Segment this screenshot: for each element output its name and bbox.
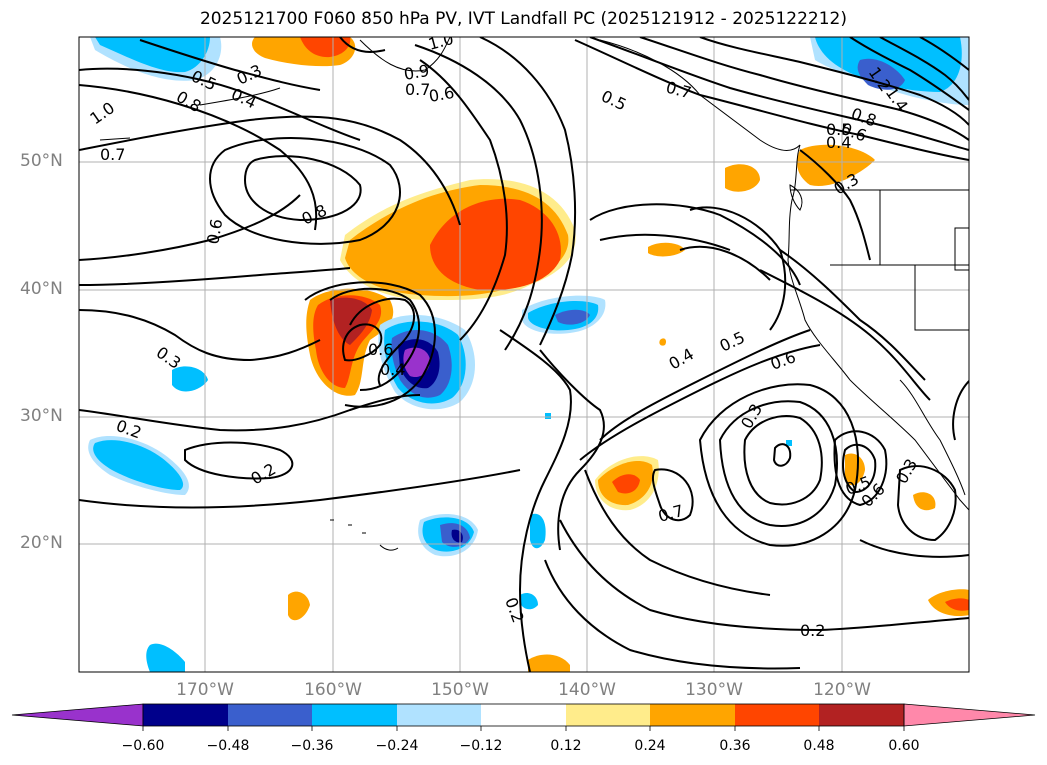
- colorbar-tick-label: −0.48: [206, 738, 250, 754]
- colorbar-segment: [143, 704, 228, 726]
- contour-label: 0.5: [826, 120, 851, 139]
- contour-label: 0.6: [427, 83, 455, 106]
- contour-label: 0.4: [666, 344, 698, 373]
- lat-label-30n: 30°N: [20, 406, 63, 426]
- contour-label: 0.6: [368, 340, 393, 359]
- colorbar-segment: [312, 704, 397, 726]
- contour-label: 0.5: [717, 328, 748, 356]
- colorbar-ticks: [142, 726, 905, 731]
- contour-label: 0.3: [892, 455, 921, 487]
- colorbar-tick-label: −0.60: [121, 738, 165, 754]
- colorbar-tick-label: 0.48: [803, 738, 835, 754]
- lon-label-120w: 120°W: [813, 680, 871, 700]
- colorbar-segment: [650, 704, 735, 726]
- colorbar-extend-min: [11, 703, 144, 727]
- lon-label-150w: 150°W: [431, 680, 489, 700]
- contour-label: 0.9: [402, 61, 430, 84]
- colorbar-tick-label: −0.12: [459, 738, 503, 754]
- contour-label: 0.7: [664, 78, 694, 103]
- coastlines: [99, 37, 969, 551]
- colorbar-segment: [397, 704, 481, 726]
- lon-label-140w: 140°W: [558, 680, 616, 700]
- contour-label: 0.2: [800, 621, 825, 640]
- colorbar-segment: [566, 704, 650, 726]
- colorbar-segment: [819, 704, 904, 726]
- contour-label: 1.0: [86, 98, 118, 128]
- lon-label-160w: 160°W: [304, 680, 362, 700]
- colorbar-tick-label: 0.12: [550, 738, 582, 754]
- colorbar-segment: [228, 704, 312, 726]
- lat-label-20n: 20°N: [20, 533, 63, 553]
- contour-label: 0.8: [299, 201, 330, 229]
- colorbar-tick-label: 0.36: [719, 738, 751, 754]
- lon-label-170w: 170°W: [176, 680, 234, 700]
- colorbar-frame: [142, 703, 905, 727]
- colorbar: [11, 703, 1036, 731]
- positive-anomaly-shading: [252, 37, 969, 672]
- contour-label: 0.6: [203, 217, 226, 245]
- lat-label-40n: 40°N: [20, 279, 63, 299]
- contour-label: 0.2: [248, 459, 280, 488]
- colorbar-tick-label: −0.24: [375, 738, 419, 754]
- plot-frame: [78, 36, 970, 673]
- contour-label: 0.4: [826, 133, 851, 152]
- contour-lines: [79, 37, 969, 672]
- contour-label: 0.4: [380, 360, 405, 379]
- contour-label: 0.7: [405, 80, 430, 99]
- lat-label-50n: 50°N: [20, 151, 63, 171]
- contour-label: 0.7: [100, 145, 125, 164]
- colorbar-tick-label: −0.36: [290, 738, 334, 754]
- contour-label: 1.0: [426, 29, 456, 54]
- negative-anomaly-shading: [88, 37, 969, 672]
- colorbar-segment: [481, 704, 566, 726]
- colorbar-tick-label: 0.24: [634, 738, 666, 754]
- lon-label-130w: 130°W: [685, 680, 743, 700]
- map-plot-area: 1.0 0.5 0.3 0.4 0.8 0.7 0.6 0.9 1.0 0.7 …: [79, 29, 969, 672]
- map-title: 2025121700 F060 850 hPa PV, IVT Landfall…: [199, 9, 847, 29]
- contour-label: 0.5: [598, 86, 629, 114]
- colorbar-segment: [735, 704, 819, 726]
- colorbar-extend-max: [903, 703, 1036, 727]
- colorbar-tick-label: 0.60: [888, 738, 920, 754]
